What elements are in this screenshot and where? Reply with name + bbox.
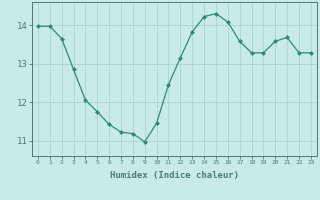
X-axis label: Humidex (Indice chaleur): Humidex (Indice chaleur) (110, 171, 239, 180)
